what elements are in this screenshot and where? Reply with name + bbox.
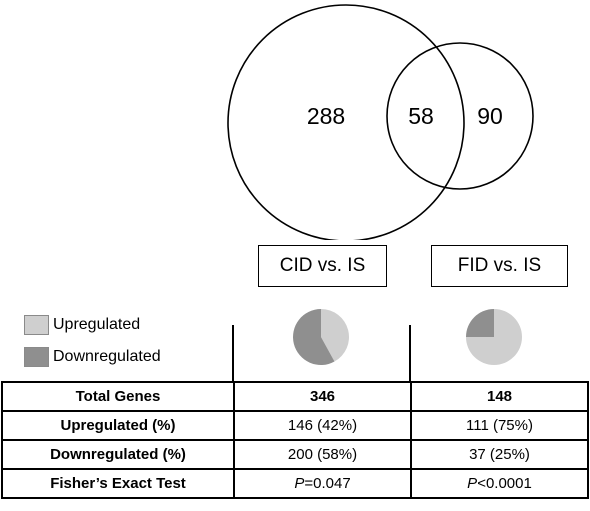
p-value-cid: =0.047 <box>304 475 351 492</box>
row-label-downregulated: Downregulated (%) <box>1 439 235 470</box>
venn-diagram: 288 58 90 <box>227 4 534 240</box>
set-label-cid: CID vs. IS <box>258 245 387 287</box>
cell-total-fid: 148 <box>410 381 589 412</box>
cell-up-cid: 146 (42%) <box>233 410 412 441</box>
row-label-upregulated: Upregulated (%) <box>1 410 235 441</box>
venn-count-fid-only: 90 <box>477 103 503 129</box>
pie-slice-cid-down <box>293 309 335 365</box>
p-symbol: P <box>467 475 478 492</box>
table-row-fisher: Fisher’s Exact Test P=0.047 P<0.0001 <box>1 468 589 499</box>
legend-swatch-upregulated <box>24 315 49 335</box>
pie-chart-fid <box>466 309 522 365</box>
cell-down-cid: 200 (58%) <box>233 439 412 470</box>
p-value-fid: <0.0001 <box>477 475 532 492</box>
legend-item-downregulated: Downregulated <box>24 347 161 367</box>
pie-slice-fid-down <box>466 309 494 337</box>
cell-down-fid: 37 (25%) <box>410 439 589 470</box>
legend-label-upregulated: Upregulated <box>53 316 141 333</box>
venn-count-cid-only: 288 <box>307 103 345 129</box>
venn-count-overlap: 58 <box>408 103 434 129</box>
legend-item-upregulated: Upregulated <box>24 315 140 335</box>
table-row-total-genes: Total Genes 346 148 <box>1 381 589 412</box>
column-divider-left <box>232 325 234 383</box>
cell-up-fid: 111 (75%) <box>410 410 589 441</box>
legend-label-downregulated: Downregulated <box>53 348 161 365</box>
cell-fisher-cid: P=0.047 <box>233 468 412 499</box>
set-label-fid: FID vs. IS <box>431 245 568 287</box>
p-symbol: P <box>294 475 305 492</box>
venn-circle-fid <box>386 42 534 190</box>
venn-circle-cid <box>227 4 465 240</box>
row-label-fisher: Fisher’s Exact Test <box>1 468 235 499</box>
table-row-downregulated: Downregulated (%) 200 (58%) 37 (25%) <box>1 439 589 470</box>
pie-chart-cid <box>293 309 350 365</box>
row-label-total-genes: Total Genes <box>1 381 235 412</box>
pie-slice-cid-up <box>321 309 350 362</box>
cell-total-cid: 346 <box>233 381 412 412</box>
gene-stats-table: Total Genes 346 148 Upregulated (%) 146 … <box>1 381 589 499</box>
cell-fisher-fid: P<0.0001 <box>410 468 589 499</box>
table-row-upregulated: Upregulated (%) 146 (42%) 111 (75%) <box>1 410 589 441</box>
column-divider-right <box>409 325 411 383</box>
legend-swatch-downregulated <box>24 347 49 367</box>
